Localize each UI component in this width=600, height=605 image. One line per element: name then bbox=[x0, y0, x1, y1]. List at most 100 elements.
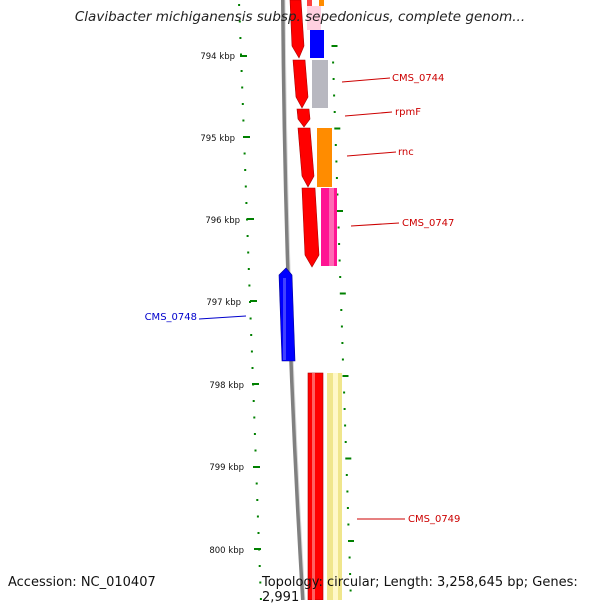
tick-dot bbox=[338, 243, 341, 245]
gene-arrow-top bbox=[289, 0, 305, 59]
tick-label: 799 kbp bbox=[209, 463, 244, 473]
tick-dot bbox=[259, 598, 262, 600]
tick-dot bbox=[338, 259, 341, 262]
tick-dot bbox=[340, 325, 343, 328]
gene-label-CMS_0749: CMS_0749 bbox=[408, 514, 460, 525]
top-feature-sliver-red bbox=[307, 0, 312, 6]
top-feature-sliver-orange bbox=[319, 0, 324, 6]
tick-dot bbox=[247, 268, 250, 270]
tick-dot bbox=[254, 449, 257, 452]
gene-arrow-CMS_0749-shade bbox=[312, 373, 315, 600]
tick-dot bbox=[341, 342, 344, 344]
major-tick bbox=[240, 55, 247, 57]
tick-dot bbox=[341, 358, 344, 361]
tick-dot bbox=[239, 37, 242, 39]
cog-block-orange bbox=[317, 128, 332, 187]
tick-dot bbox=[347, 523, 350, 526]
cog-block-top-blue bbox=[310, 30, 324, 58]
tick-dot bbox=[259, 581, 262, 584]
callout-line-CMS_0748 bbox=[198, 315, 247, 320]
tick-label: 796 kbp bbox=[205, 216, 240, 226]
tick-dot bbox=[344, 441, 347, 443]
tick-label: 794 kbp bbox=[200, 52, 235, 62]
tick-dot bbox=[335, 160, 338, 163]
callout-line-rpmF bbox=[344, 111, 393, 117]
tick-dot bbox=[246, 235, 249, 237]
topology-summary: Topology: circular; Length: 3,258,645 bp… bbox=[262, 575, 578, 605]
major-tick bbox=[243, 136, 250, 138]
tick-dot bbox=[251, 367, 254, 369]
tick-dot bbox=[240, 53, 242, 56]
tick-dot bbox=[250, 350, 253, 353]
tick-dot bbox=[240, 70, 243, 72]
gene-arrow-rnc bbox=[297, 127, 315, 188]
tick-dot bbox=[345, 457, 352, 460]
gene-arrow-CMS_0749 bbox=[307, 372, 324, 600]
tick-dot bbox=[256, 515, 259, 518]
tick-dot bbox=[337, 226, 340, 229]
cog-block-magenta-light bbox=[329, 188, 334, 266]
tick-dot bbox=[337, 210, 343, 212]
tick-dot bbox=[345, 474, 348, 476]
tick-dot bbox=[339, 276, 342, 278]
tick-dot bbox=[238, 4, 241, 6]
gene-labels: CMS_0744 rpmF rnc CMS_0747 CMS_0748 CMS_… bbox=[145, 73, 461, 525]
tick-dot bbox=[253, 433, 256, 435]
tick-dot bbox=[332, 61, 335, 64]
map-title: Clavibacter michiganensis subsp. sepedon… bbox=[74, 9, 526, 25]
tick-dot bbox=[248, 284, 251, 287]
accession-text: Accession: NC_010407 bbox=[8, 575, 156, 590]
gene-label-CMS_0747: CMS_0747 bbox=[402, 218, 454, 229]
tick-dot bbox=[346, 507, 349, 509]
gene-label-CMS_0744: CMS_0744 bbox=[392, 73, 444, 84]
tick-dot bbox=[241, 103, 244, 105]
tick-dot bbox=[258, 565, 261, 567]
cog-block-yellow-light bbox=[333, 373, 338, 600]
tick-dot bbox=[333, 94, 336, 97]
tick-dot bbox=[346, 490, 349, 493]
tick-dot bbox=[333, 111, 336, 113]
major-tick bbox=[253, 466, 260, 468]
tick-dot bbox=[343, 408, 346, 410]
tick-dot bbox=[339, 292, 346, 295]
tick-dot bbox=[257, 532, 260, 534]
tick-dot bbox=[349, 589, 352, 592]
tick-labels: 794 kbp 795 kbp 796 kbp 797 kbp 798 kbp … bbox=[200, 52, 244, 556]
tick-label: 798 kbp bbox=[209, 381, 244, 391]
tick-label: 800 kbp bbox=[209, 546, 244, 556]
gene-arrow-CMS_0748-shade bbox=[283, 278, 286, 360]
tick-dot bbox=[334, 144, 337, 146]
tick-dots bbox=[238, 4, 354, 600]
major-tick bbox=[252, 383, 259, 385]
tick-dot bbox=[253, 416, 256, 419]
tick-dot bbox=[250, 334, 253, 336]
cog-block-top-pink bbox=[307, 6, 321, 30]
tick-dot bbox=[244, 169, 247, 171]
tick-dot bbox=[247, 251, 250, 254]
callout-line-CMS_0747 bbox=[350, 222, 400, 227]
tick-dot bbox=[334, 127, 341, 130]
major-tick bbox=[247, 218, 254, 220]
tick-dot bbox=[348, 540, 354, 542]
gene-arrow-rpmF bbox=[296, 108, 311, 128]
major-tick bbox=[254, 548, 261, 550]
tick-dot bbox=[244, 185, 247, 188]
tick-dot bbox=[249, 317, 252, 320]
gene-label-rpmF: rpmF bbox=[395, 107, 421, 118]
tick-dot bbox=[335, 177, 338, 179]
tick-dot bbox=[332, 78, 335, 80]
tick-dot bbox=[348, 556, 351, 559]
tick-dot bbox=[242, 119, 245, 122]
tick-dot bbox=[344, 424, 347, 427]
gene-arrow-CMS_0747 bbox=[301, 187, 320, 268]
tick-dot bbox=[340, 309, 343, 311]
tick-dot bbox=[343, 391, 346, 394]
tick-dot bbox=[331, 45, 338, 47]
tick-dot bbox=[241, 86, 244, 89]
major-tick bbox=[250, 300, 257, 302]
tick-dot bbox=[245, 202, 248, 204]
tick-dot bbox=[238, 20, 241, 23]
gene-arrow-CMS_0744 bbox=[292, 59, 309, 109]
gene-label-CMS_0748: CMS_0748 bbox=[145, 312, 197, 323]
